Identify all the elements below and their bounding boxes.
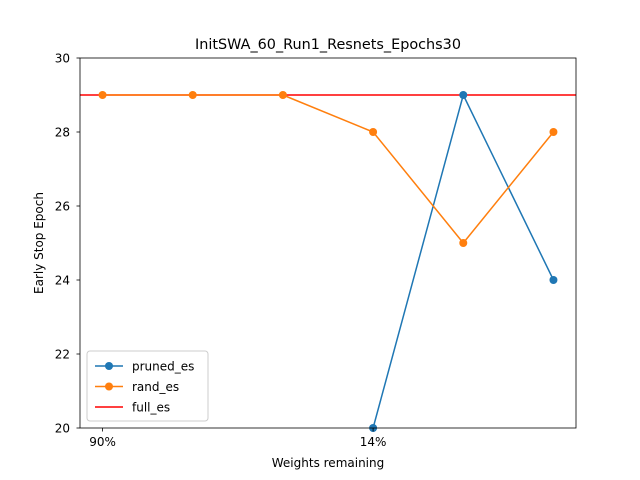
plot-frame	[79, 57, 577, 429]
legend-box	[86, 350, 209, 422]
y-tick-label: 24	[55, 274, 70, 288]
x-axis: 90% 14%	[89, 428, 386, 449]
x-tick-label: 14%	[360, 435, 387, 449]
data-point-rand_es	[188, 91, 197, 99]
plot-area	[79, 57, 577, 432]
y-tick-label: 20	[55, 422, 70, 436]
data-point-pruned_es	[459, 91, 468, 99]
data-point-rand_es	[98, 91, 107, 99]
y-axis-label: Early Stop Epoch	[32, 192, 46, 294]
data-point-pruned_es	[549, 276, 558, 284]
y-axis: 20 22 24 26 28 30	[55, 52, 80, 436]
legend: pruned_es rand_es full_es	[86, 350, 209, 422]
chart-title: InitSWA_60_Run1_Resnets_Epochs30	[195, 37, 461, 53]
y-tick-label: 22	[55, 348, 70, 362]
legend-label-rand_es: rand_es	[132, 380, 179, 394]
marker-layer	[98, 91, 558, 432]
data-point-rand_es	[278, 91, 287, 99]
data-point-rand_es	[549, 128, 558, 136]
data-point-rand_es	[369, 128, 378, 136]
x-axis-label: Weights remaining	[272, 456, 384, 470]
x-tick-label: 90%	[89, 435, 116, 449]
legend-label-full_es: full_es	[132, 401, 170, 415]
legend-marker-rand_es	[105, 382, 113, 391]
series-line-rand_es	[102, 94, 555, 244]
y-tick-label: 26	[55, 200, 70, 214]
legend-label-pruned_es: pruned_es	[132, 360, 194, 374]
y-tick-label: 30	[55, 52, 70, 66]
y-tick-label: 28	[55, 126, 70, 140]
legend-marker-pruned_es	[105, 362, 113, 370]
data-point-rand_es	[459, 239, 468, 247]
